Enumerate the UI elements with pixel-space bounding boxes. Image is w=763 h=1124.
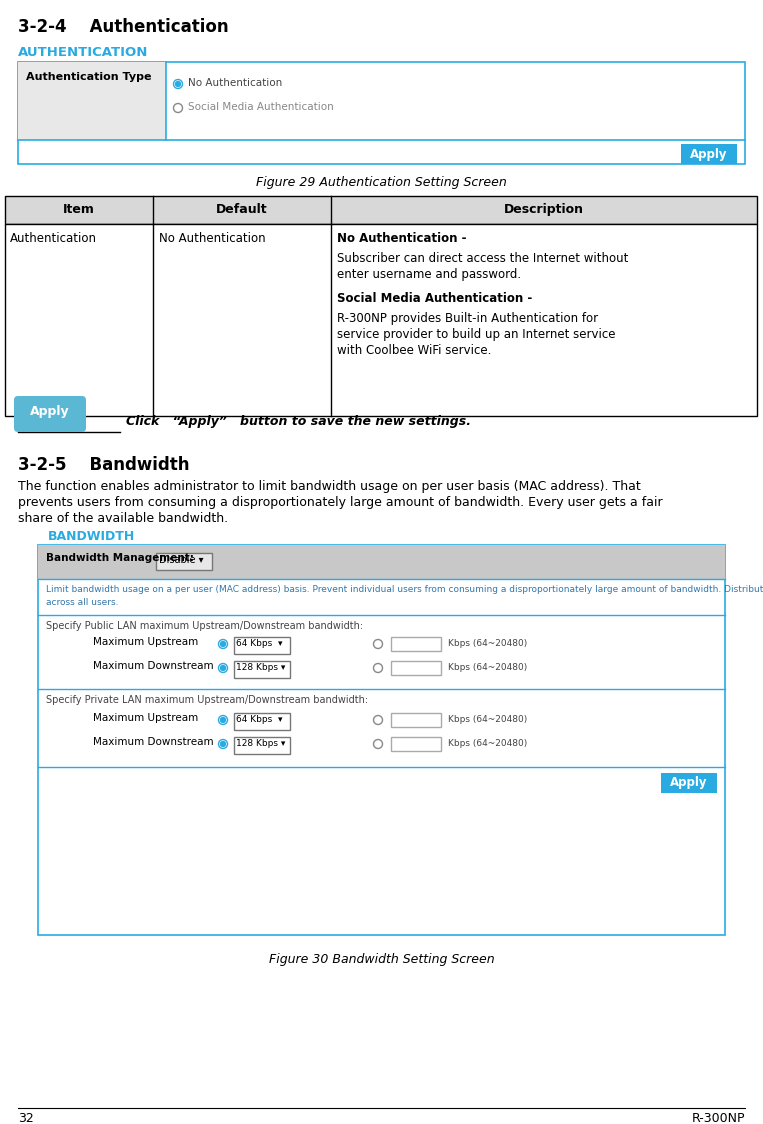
Bar: [38, 545, 725, 935]
Bar: [38, 545, 725, 579]
Text: service provider to build up an Internet service: service provider to build up an Internet…: [337, 328, 616, 341]
Text: R-300NP provides Built-in Authentication for: R-300NP provides Built-in Authentication…: [337, 312, 598, 325]
Text: 3-2-5    Bandwidth: 3-2-5 Bandwidth: [18, 456, 189, 474]
Text: Specify Public LAN maximum Upstream/Downstream bandwidth:: Specify Public LAN maximum Upstream/Down…: [46, 620, 363, 631]
Bar: [234, 737, 290, 754]
Text: enter username and password.: enter username and password.: [337, 268, 521, 281]
Text: 32: 32: [18, 1112, 34, 1124]
Bar: [391, 661, 441, 676]
Text: Maximum Downstream: Maximum Downstream: [93, 661, 214, 671]
Text: No Authentication: No Authentication: [159, 232, 266, 245]
Text: 3-2-4    Authentication: 3-2-4 Authentication: [18, 18, 229, 36]
Text: Item: Item: [63, 203, 95, 216]
Text: Social Media Authentication -: Social Media Authentication -: [337, 292, 533, 305]
FancyBboxPatch shape: [14, 396, 86, 432]
Text: Maximum Upstream: Maximum Upstream: [93, 637, 198, 647]
Text: with Coolbee WiFi service.: with Coolbee WiFi service.: [337, 344, 491, 357]
Bar: [5, 224, 757, 416]
Bar: [5, 196, 757, 224]
Bar: [234, 661, 290, 678]
Text: Figure 30 Bandwidth Setting Screen: Figure 30 Bandwidth Setting Screen: [269, 953, 494, 966]
Circle shape: [221, 642, 226, 646]
Text: Kbps (64~20480): Kbps (64~20480): [448, 640, 527, 649]
Text: Authentication Type: Authentication Type: [26, 72, 152, 82]
Circle shape: [175, 82, 181, 87]
Circle shape: [221, 742, 226, 746]
Bar: [18, 62, 166, 140]
Bar: [18, 62, 745, 164]
Circle shape: [221, 717, 226, 723]
Text: Description: Description: [504, 203, 584, 216]
Bar: [391, 713, 441, 727]
Text: Apply: Apply: [31, 405, 69, 418]
Bar: [661, 773, 717, 794]
Text: Bandwidth Management:: Bandwidth Management:: [46, 553, 194, 563]
Bar: [234, 713, 290, 729]
Text: Maximum Downstream: Maximum Downstream: [93, 737, 214, 747]
Bar: [681, 144, 737, 164]
Bar: [391, 637, 441, 651]
Text: The function enables administrator to limit bandwidth usage on per user basis (M: The function enables administrator to li…: [18, 480, 641, 493]
Text: 128 Kbps ▾: 128 Kbps ▾: [236, 663, 285, 672]
Text: Specify Private LAN maximum Upstream/Downstream bandwidth:: Specify Private LAN maximum Upstream/Dow…: [46, 695, 368, 705]
Circle shape: [221, 665, 226, 671]
Text: 64 Kbps  ▾: 64 Kbps ▾: [236, 640, 282, 649]
Text: Kbps (64~20480): Kbps (64~20480): [448, 738, 527, 747]
Text: Kbps (64~20480): Kbps (64~20480): [448, 663, 527, 672]
Text: Limit bandwidth usage on a per user (MAC address) basis. Prevent individual user: Limit bandwidth usage on a per user (MAC…: [46, 584, 763, 593]
Text: Apply: Apply: [691, 148, 728, 161]
Text: Maximum Upstream: Maximum Upstream: [93, 713, 198, 723]
Text: Apply: Apply: [670, 776, 708, 789]
Text: prevents users from consuming a disproportionately large amount of bandwidth. Ev: prevents users from consuming a dispropo…: [18, 496, 662, 509]
Text: Authentication: Authentication: [10, 232, 97, 245]
Text: Figure 29 Authentication Setting Screen: Figure 29 Authentication Setting Screen: [256, 176, 507, 189]
Text: share of the available bandwidth.: share of the available bandwidth.: [18, 513, 228, 525]
Text: across all users.: across all users.: [46, 598, 118, 607]
Text: Social Media Authentication: Social Media Authentication: [188, 102, 333, 112]
Bar: [391, 737, 441, 751]
Text: Click   “Apply”   button to save the new settings.: Click “Apply” button to save the new set…: [126, 415, 471, 428]
Text: No Authentication -: No Authentication -: [337, 232, 466, 245]
Text: R-300NP: R-300NP: [691, 1112, 745, 1124]
Bar: [234, 637, 290, 654]
Text: Kbps (64~20480): Kbps (64~20480): [448, 715, 527, 724]
Text: Default: Default: [216, 203, 268, 216]
Text: AUTHENTICATION: AUTHENTICATION: [18, 46, 148, 58]
Bar: [156, 553, 212, 570]
Text: Subscriber can direct access the Internet without: Subscriber can direct access the Interne…: [337, 252, 629, 265]
Text: BANDWIDTH: BANDWIDTH: [48, 531, 135, 543]
Text: Disable ▾: Disable ▾: [159, 555, 204, 565]
Text: 64 Kbps  ▾: 64 Kbps ▾: [236, 715, 282, 724]
Text: No Authentication: No Authentication: [188, 78, 282, 88]
Text: 128 Kbps ▾: 128 Kbps ▾: [236, 738, 285, 747]
